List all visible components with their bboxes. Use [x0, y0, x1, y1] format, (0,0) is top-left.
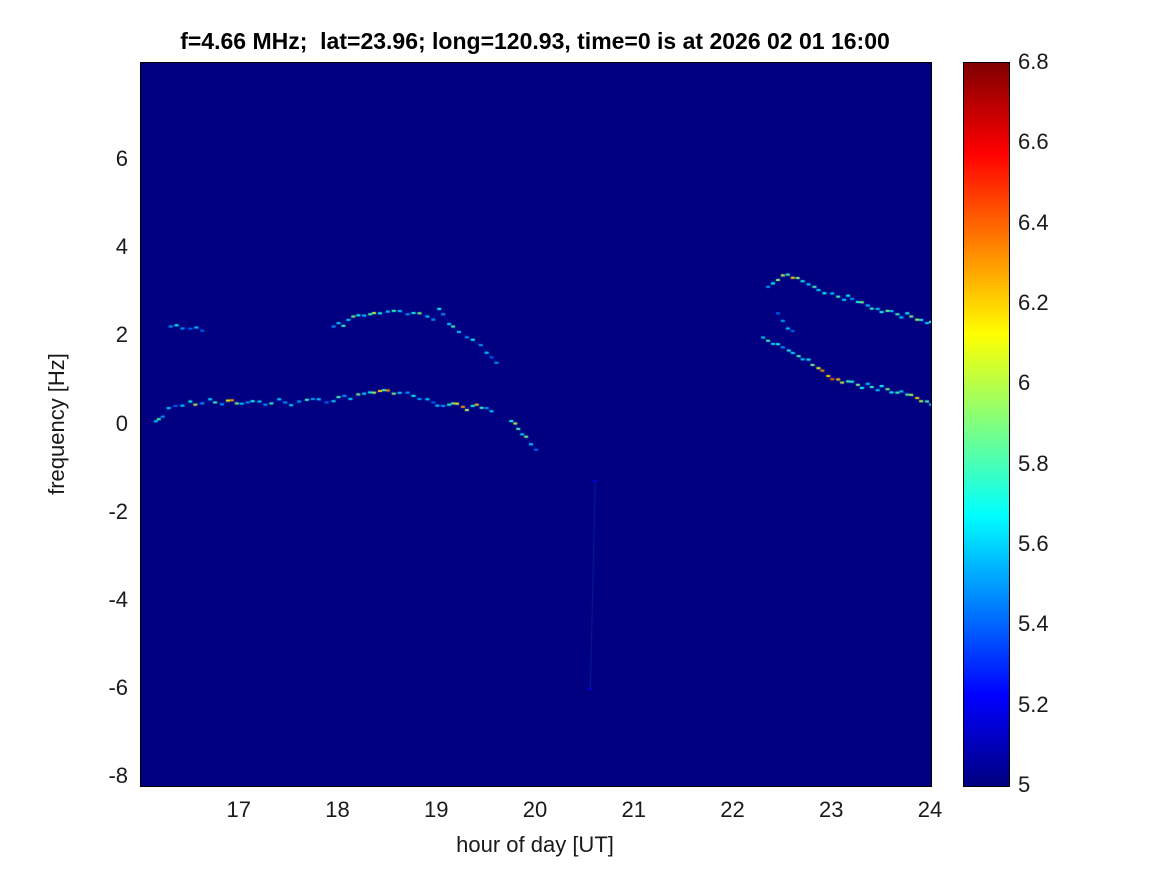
- x-tick-label: 24: [917, 797, 943, 822]
- colorbar-tick-label: 5.2: [1018, 691, 1049, 717]
- x-tick-label: 21: [621, 797, 646, 822]
- x-tick-label: 17: [226, 797, 251, 822]
- colorbar-tick-label: 6: [1018, 370, 1031, 396]
- y-tick-label: 4: [115, 234, 128, 260]
- colorbar-tick-label: 6.8: [1018, 49, 1049, 74]
- colorbar-tick-label: 5.8: [1018, 450, 1049, 476]
- y-tick-label: 0: [115, 410, 128, 436]
- x-tick-label: 23: [819, 797, 844, 822]
- chart-title: f=4.66 MHz; lat=23.96; long=120.93, time…: [180, 28, 890, 54]
- x-tick-label: 20: [522, 797, 548, 822]
- plot-area: [140, 62, 932, 787]
- y-tick-label: -4: [108, 586, 128, 612]
- x-axis-label: hour of day [UT]: [456, 832, 614, 857]
- x-tick-label: 18: [325, 797, 350, 822]
- colorbar-tick-label: 5.4: [1018, 611, 1049, 637]
- colorbar: [963, 62, 1010, 787]
- x-tick-label: 22: [720, 797, 745, 822]
- colorbar-tick-label: 6.2: [1018, 290, 1049, 315]
- colorbar-tick-label: 5.6: [1018, 531, 1049, 556]
- spectrogram-canvas: [141, 63, 931, 786]
- colorbar-tick-label: 6.6: [1018, 129, 1049, 155]
- y-tick-label: -2: [108, 498, 128, 524]
- colorbar-tick-label: 6.4: [1018, 209, 1049, 235]
- x-tick-label: 19: [424, 797, 449, 822]
- colorbar-tick-label: 5: [1018, 772, 1031, 797]
- y-tick-label: -8: [108, 763, 128, 789]
- y-tick-label: 2: [115, 322, 128, 348]
- y-tick-label: -6: [108, 675, 128, 700]
- y-tick-label: 6: [115, 145, 128, 171]
